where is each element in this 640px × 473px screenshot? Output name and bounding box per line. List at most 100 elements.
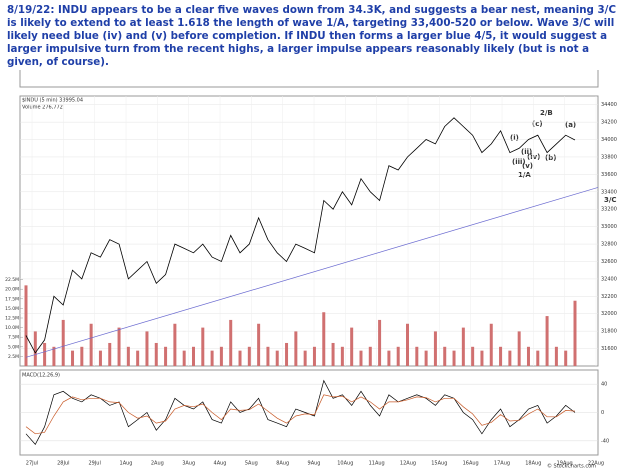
macd-tick-label: 40	[601, 382, 607, 388]
volume-bar	[536, 350, 540, 366]
watermark: © StockCharts.com	[547, 463, 596, 470]
volume-bar	[182, 350, 186, 366]
x-tick-label: 4Aug	[214, 461, 227, 467]
volume-bar	[350, 327, 354, 366]
volume-bar	[433, 331, 437, 366]
x-tick-label: 19Aug	[557, 461, 573, 467]
volume-bar	[43, 342, 47, 366]
volume-bar	[545, 316, 549, 366]
y-tick-label: 34400	[601, 102, 617, 108]
volume-bar	[52, 346, 56, 366]
volume-bar	[108, 342, 112, 366]
wave-label: (i)	[510, 134, 519, 142]
y-tick-label: 33400	[601, 189, 617, 195]
volume-bar	[275, 350, 279, 366]
volume-bar	[573, 300, 577, 366]
volume-bar	[378, 319, 382, 366]
x-tick-label: 22Aug	[588, 461, 604, 467]
wave-label: 2/B	[540, 109, 553, 117]
x-tick-label: 16Aug	[463, 461, 479, 467]
volume-tick-label: 12.5M	[5, 316, 19, 322]
macd-tick-label: -40	[601, 438, 609, 444]
volume-bar	[247, 346, 251, 366]
y-tick-label: 31600	[601, 346, 617, 352]
volume-bar	[229, 319, 233, 366]
volume-bar	[424, 350, 428, 366]
volume-bar	[499, 346, 503, 366]
y-tick-label: 33200	[601, 207, 617, 213]
price-panel	[19, 95, 599, 367]
y-tick-label: 34200	[601, 120, 617, 126]
volume-bar	[554, 346, 558, 366]
volume-tick-label: 22.5M	[5, 277, 19, 283]
volume-bar	[201, 327, 205, 366]
volume-bar	[387, 350, 391, 366]
volume-bar	[452, 350, 456, 366]
volume-bar	[564, 350, 568, 366]
x-tick-label: 10Aug	[337, 461, 353, 467]
volume-bar	[24, 285, 28, 366]
volume-tick-label: 17.5M	[5, 296, 19, 302]
volume-bar	[219, 346, 223, 366]
price-legend: $INDU (5 min) 33995.04	[22, 98, 83, 104]
volume-tick-label: 10.0M	[5, 325, 19, 331]
wave-label: (v)	[522, 162, 533, 170]
volume-bar	[508, 350, 512, 366]
volume-bar	[322, 312, 326, 366]
volume-tick-label: 2.5M	[8, 354, 19, 360]
volume-bar	[136, 350, 140, 366]
volume-bar	[126, 346, 130, 366]
volume-bar	[117, 327, 121, 366]
volume-bar	[154, 342, 158, 366]
volume-tick-label: 7.5M	[8, 335, 19, 341]
volume-bar	[526, 346, 530, 366]
volume-bar	[340, 346, 344, 366]
volume-bar	[210, 350, 214, 366]
volume-bar	[359, 350, 363, 366]
volume-bar	[303, 350, 307, 366]
macd-legend: MACD(12,26,9)	[22, 373, 60, 379]
x-tick-label: 12Aug	[400, 461, 416, 467]
y-tick-label: 32200	[601, 294, 617, 300]
volume-bar	[98, 350, 102, 366]
y-tick-label: 32600	[601, 259, 617, 265]
volume-bar	[406, 323, 410, 366]
wave-label: (c)	[532, 120, 543, 128]
volume-bar	[89, 323, 93, 366]
volume-bar	[331, 342, 335, 366]
volume-tick-label: 5.0M	[8, 344, 19, 350]
volume-bar	[294, 331, 298, 366]
volume-bar	[145, 331, 149, 366]
y-tick-label: 32400	[601, 276, 617, 282]
y-tick-label: 34000	[601, 137, 617, 143]
volume-bar	[396, 346, 400, 366]
volume-bar	[471, 346, 475, 366]
volume-bar	[238, 350, 242, 366]
volume-bar	[443, 346, 447, 366]
x-tick-label: 15Aug	[431, 461, 447, 467]
x-tick-label: 3Aug	[182, 461, 195, 467]
wave-label: (ii)	[521, 148, 532, 156]
y-tick-label: 32000	[601, 311, 617, 317]
volume-bar	[80, 346, 84, 366]
x-tick-label: 2Aug	[151, 461, 164, 467]
volume-bar	[173, 323, 177, 366]
volume-legend: Volume 276,772	[22, 105, 63, 111]
x-tick-label: 27Jul	[26, 461, 38, 467]
macd-tick-label: 0	[601, 410, 604, 416]
volume-bar	[461, 327, 465, 366]
wave-label: (b)	[545, 154, 556, 162]
volume-bar	[517, 331, 521, 366]
wave-label: (iii)	[512, 158, 526, 166]
volume-bar	[368, 346, 372, 366]
wave-label: (a)	[565, 121, 576, 129]
x-tick-label: 29Jul	[88, 461, 100, 467]
y-tick-label: 31800	[601, 329, 617, 335]
volume-bar	[415, 346, 419, 366]
x-tick-label: 1Aug	[120, 461, 133, 467]
wave-label: 3/C	[604, 196, 617, 204]
volume-bar	[164, 346, 168, 366]
volume-bar	[257, 323, 261, 366]
volume-bar	[266, 346, 270, 366]
